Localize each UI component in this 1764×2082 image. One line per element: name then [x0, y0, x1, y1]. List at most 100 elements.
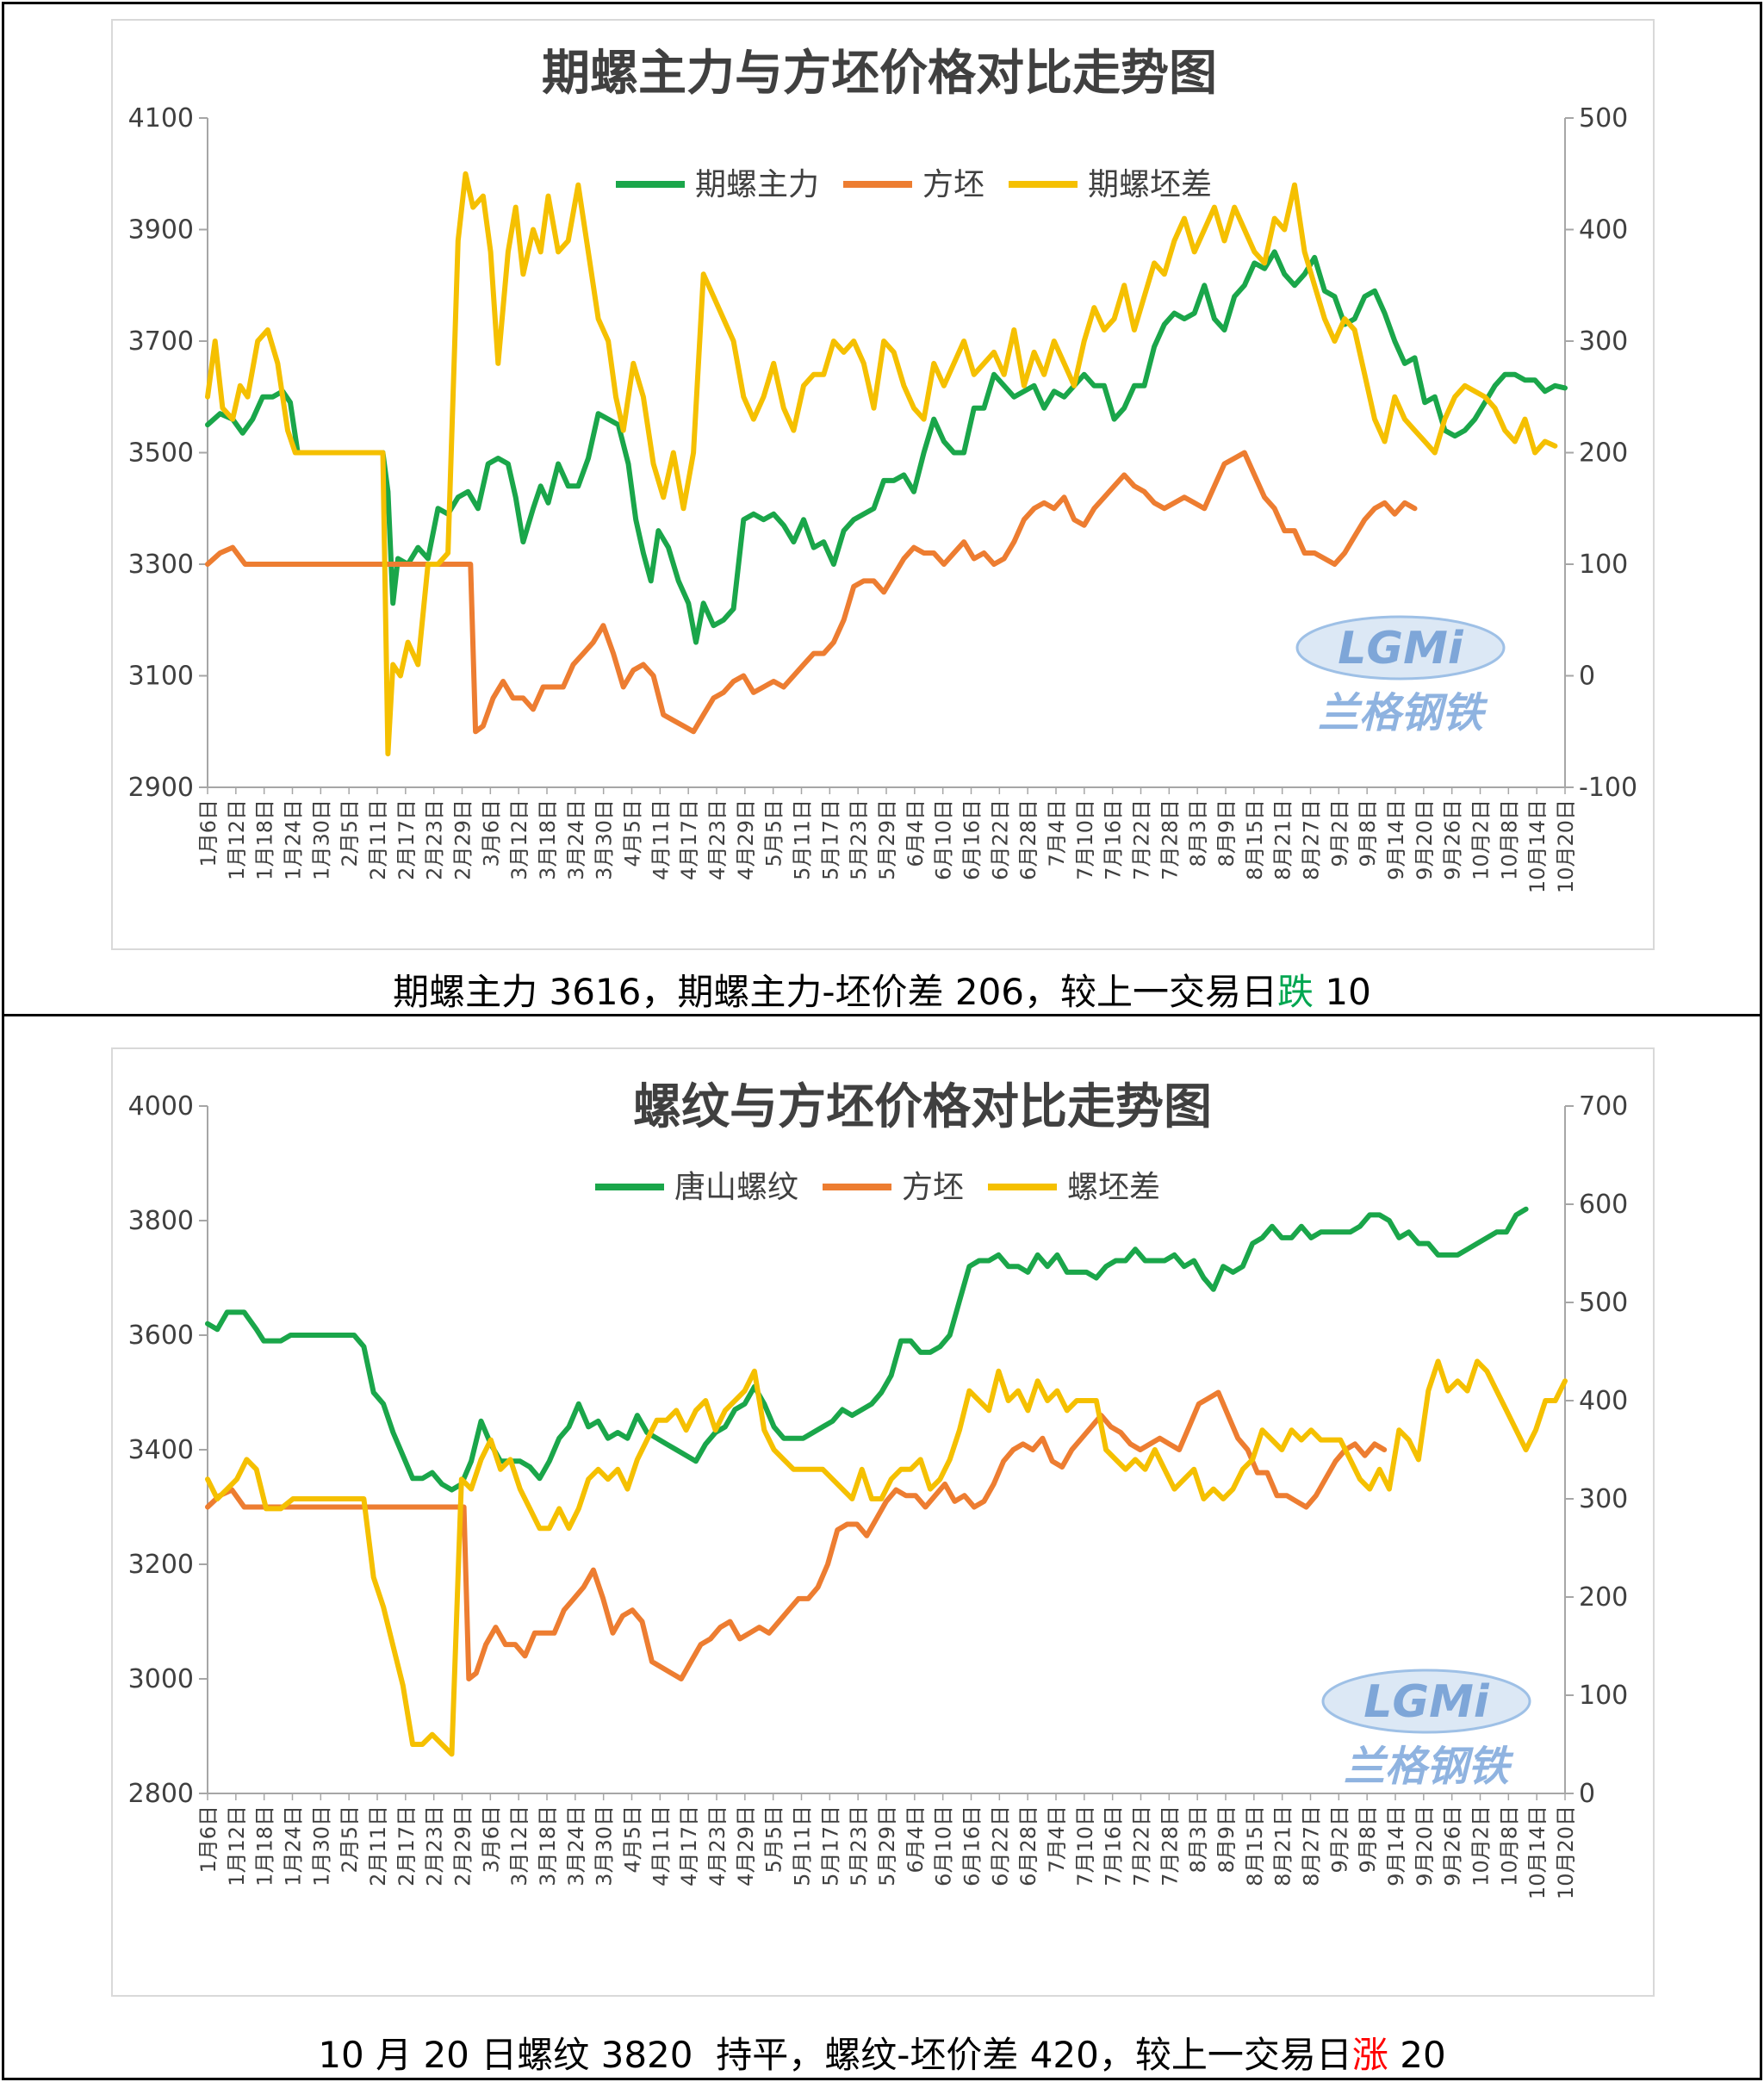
x-tick-label: 9月14日 [1384, 799, 1408, 880]
x-tick-label: 10月20日 [1554, 1805, 1578, 1899]
caption-bottom-change-word: 涨 [1351, 2034, 1388, 2076]
caption-bottom-change-value: 20 [1388, 2034, 1446, 2076]
y-right-tick-label: 200 [1579, 1582, 1628, 1613]
x-tick-label: 3月12日 [507, 799, 531, 880]
y-left-tick-label: 3800 [128, 1206, 194, 1236]
x-tick-label: 4月17日 [677, 1805, 701, 1886]
x-tick-label: 5月17日 [818, 799, 842, 880]
x-tick-label: 2月5日 [338, 799, 362, 867]
x-tick-label: 8月15日 [1243, 1805, 1267, 1886]
x-tick-label: 1月30日 [309, 1805, 333, 1886]
logo-mark: LGMi [1338, 623, 1464, 674]
x-tick-label: 6月16日 [960, 799, 984, 880]
x-tick-label: 9月8日 [1356, 1805, 1380, 1874]
x-tick-label: 4月11日 [649, 1805, 673, 1886]
x-tick-label: 5月29日 [875, 799, 899, 880]
x-tick-label: 2月17日 [394, 799, 419, 880]
x-tick-label: 3月6日 [479, 799, 503, 867]
series-line-3 [205, 171, 1558, 757]
x-tick-label: 7月4日 [1045, 799, 1069, 867]
top-panel: 期螺主力与方坯价格对比走势图 2900 3100 3300 3500 3700 3900 41… [2, 2, 1762, 1016]
x-tick-label: 5月5日 [762, 1805, 786, 1874]
x-tick-label: 10月8日 [1497, 1805, 1521, 1886]
logo-subtext: 兰格钢铁 [1344, 1743, 1514, 1791]
x-tick-label: 4月29日 [734, 1805, 758, 1886]
legend-label-2: 方坯 [902, 1170, 964, 1205]
logo-ellipse [1321, 1669, 1531, 1734]
legend-label-3: 期螺坯差 [1088, 167, 1212, 202]
legend-label-1: 唐山螺纹 [674, 1170, 798, 1205]
x-tick-label: 4月29日 [734, 799, 758, 880]
x-tick-label: 6月28日 [1016, 799, 1040, 880]
y-right-tick-label: 300 [1579, 326, 1628, 357]
x-tick-label: 4月17日 [677, 799, 701, 880]
x-tick-label: 4月11日 [649, 799, 673, 880]
y-right-tick-label: 500 [1579, 103, 1628, 134]
x-tick-label: 9月2日 [1327, 799, 1351, 867]
caption-top-text: 期螺主力 3616，期螺主力-坯价差 206，较上一交易日 [393, 971, 1278, 1013]
x-tick-label: 1月12日 [225, 799, 249, 880]
x-tick-label: 8月3日 [1186, 799, 1210, 867]
x-tick-label: 9月26日 [1441, 799, 1465, 880]
x-tick-label: 8月9日 [1214, 1805, 1239, 1874]
x-tick-label: 7月28日 [1158, 1805, 1182, 1886]
y-right-tick-label: 700 [1579, 1091, 1628, 1122]
x-tick-label: 3月18日 [536, 1805, 560, 1886]
x-tick-label: 2月23日 [423, 1805, 447, 1886]
y-left-tick-label: 3300 [128, 550, 194, 580]
x-tick-label: 9月20日 [1413, 1805, 1437, 1886]
x-tick-label: 1月6日 [196, 799, 220, 867]
series-line-3 [205, 1358, 1568, 1757]
x-tick-label: 7月22日 [1130, 799, 1154, 880]
x-tick-label: 3月12日 [507, 1805, 531, 1886]
y-right-tick-label: 100 [1579, 550, 1628, 580]
caption-top: 期螺主力 3616，期螺主力-坯价差 206，较上一交易日跌 10 [4, 963, 1760, 1016]
x-tick-label: 9月20日 [1413, 799, 1437, 880]
x-tick-label: 9月8日 [1356, 799, 1380, 867]
chart-1-frame: 期螺主力与方坯价格对比走势图 2900 3100 3300 3500 3700 3900 41… [111, 19, 1655, 950]
y-left-tick-label: 3200 [128, 1550, 194, 1580]
x-tick-label: 4月23日 [705, 1805, 730, 1886]
logo-mark: LGMi [1363, 1676, 1490, 1728]
x-tick-label: 5月11日 [791, 1805, 815, 1886]
x-tick-label: 6月10日 [932, 1805, 956, 1886]
x-tick-label: 4月23日 [705, 799, 730, 880]
x-tick-label: 5月17日 [818, 1805, 842, 1886]
legend-label-2: 方坯 [922, 167, 984, 202]
y-right-tick-label: 400 [1579, 1386, 1628, 1416]
x-tick-label: 1月24日 [282, 799, 306, 880]
y-right-tick-label: -100 [1579, 773, 1637, 803]
x-tick-label: 1月6日 [196, 1805, 220, 1874]
y-left-tick-label: 2800 [128, 1779, 194, 1809]
x-tick-label: 8月15日 [1243, 799, 1267, 880]
x-tick-label: 6月22日 [988, 1805, 1012, 1886]
x-tick-label: 4月5日 [621, 799, 645, 867]
y-left-tick-label: 3000 [128, 1664, 194, 1694]
y-left-tick-label: 3700 [128, 326, 194, 357]
x-tick-label: 8月3日 [1186, 1805, 1210, 1874]
y-left-tick-label: 3900 [128, 215, 194, 245]
x-tick-label: 3月6日 [479, 1805, 503, 1874]
x-tick-label: 8月21日 [1271, 1805, 1295, 1886]
chart-title: 螺纹与方坯价格对比走势图 [633, 1079, 1212, 1135]
chart-2: 螺纹与方坯价格对比走势图2800300032003400360038004000… [128, 1079, 1629, 1899]
x-tick-label: 10月8日 [1497, 799, 1521, 880]
x-tick-label: 10月14日 [1525, 799, 1550, 893]
caption-top-change-value: 10 [1314, 971, 1371, 1013]
y-left-tick-label: 3400 [128, 1435, 194, 1465]
chart-1: 期螺主力与方坯价格对比走势图 2900 3100 3300 3500 3700 3900 41… [128, 46, 1637, 893]
x-tick-label: 7月16日 [1102, 1805, 1126, 1886]
caption-bottom: 10 月 20 日螺纹 3820 持平，螺纹-坯价差 420，较上一交易日涨 2… [4, 2026, 1760, 2079]
x-tick-label: 1月12日 [225, 1805, 249, 1886]
logo-subtext: 兰格钢铁 [1318, 689, 1488, 737]
y-right-tick-label: 100 [1579, 1681, 1628, 1711]
x-tick-label: 2月29日 [451, 799, 475, 880]
x-tick-label: 2月11日 [366, 799, 390, 880]
y-right-tick-label: 400 [1579, 215, 1628, 245]
x-tick-label: 5月23日 [847, 799, 871, 880]
x-tick-label: 7月4日 [1045, 1805, 1069, 1874]
x-tick-label: 10月2日 [1469, 1805, 1494, 1886]
bottom-panel: 螺纹与方坯价格对比走势图 2800 3000 3200 3400 3600 3800 4000… [2, 1014, 1762, 2080]
x-tick-label: 1月18日 [253, 799, 277, 880]
series-line-1 [205, 249, 1568, 645]
